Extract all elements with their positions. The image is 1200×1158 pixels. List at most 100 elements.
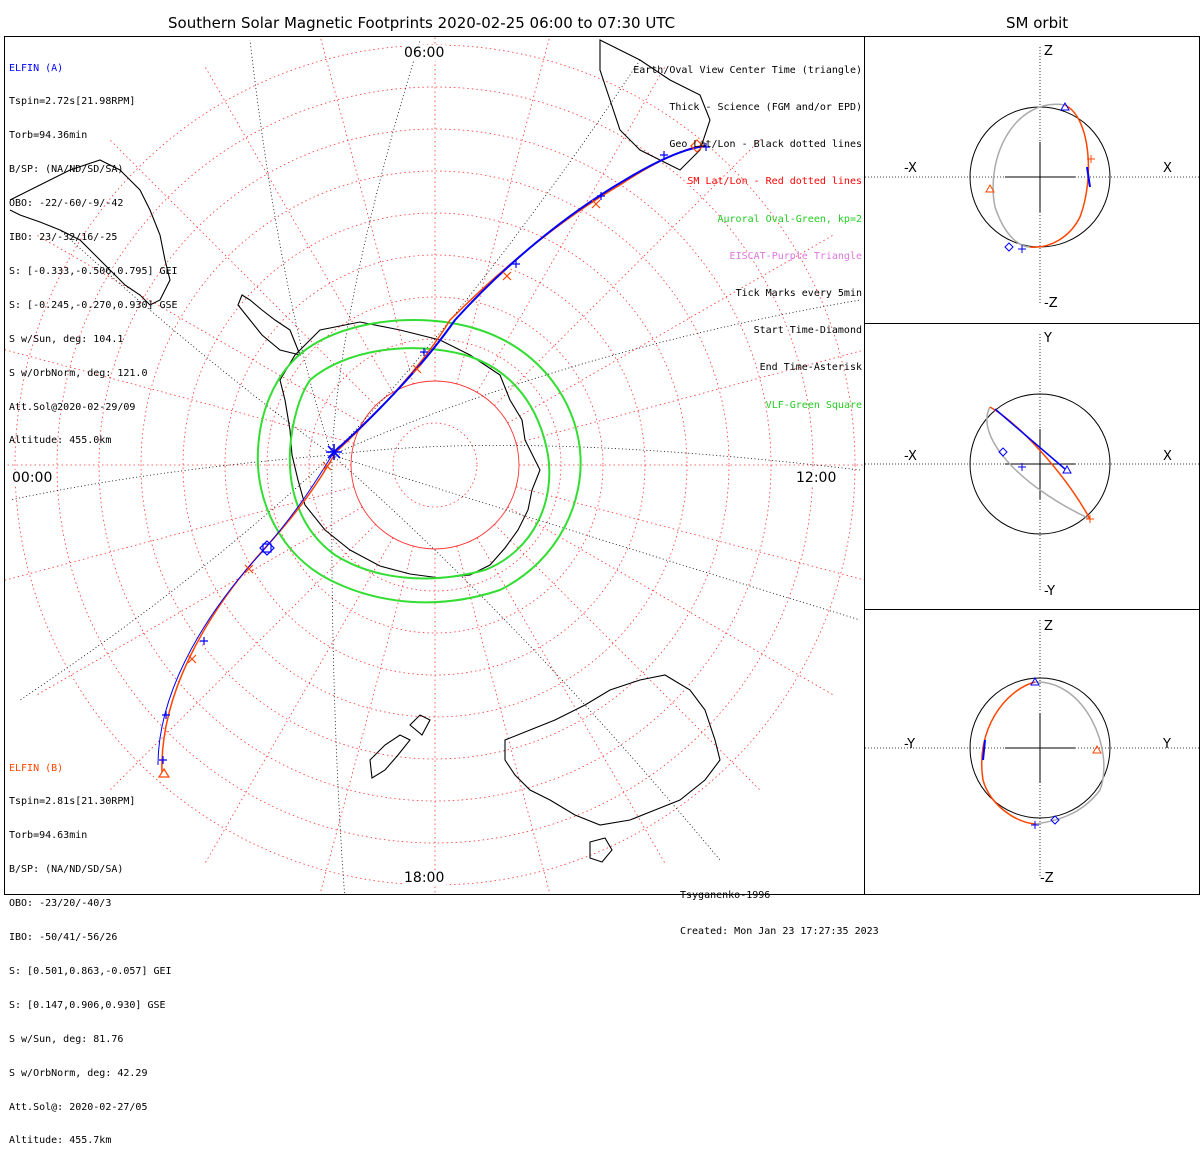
track-markers — [157, 139, 710, 778]
time-label-bottom: 18:00 — [402, 870, 447, 886]
created-timestamp: Created: Mon Jan 23 17:27:35 2023 — [680, 926, 879, 937]
orbit-gray — [992, 103, 1066, 248]
geo-meridian-line — [249, 39, 333, 456]
legend-item: Thick - Science (FGM and/or EPD) — [669, 102, 862, 114]
elfin-a-info-line: Torb=94.36min — [9, 130, 88, 142]
elfin-b-track — [161, 145, 701, 773]
sm-lon-line — [456, 37, 551, 384]
elfin-a-info: ELFIN (A) Tspin=2.72s[21.98RPM] Torb=94.… — [9, 40, 178, 458]
earth-circle — [969, 677, 1111, 819]
orbit-blue — [982, 739, 986, 761]
sm-orbit-panel-xy — [865, 334, 1199, 590]
sm2-bottom-label: -Y — [1044, 584, 1056, 599]
vlf-green-square — [262, 543, 272, 553]
elfin-a-tick-mark — [597, 192, 605, 200]
orbit-gray — [1034, 681, 1105, 825]
elfin-b-tick-mark — [322, 461, 332, 471]
elfin-a-info-line: Tspin=2.72s[21.98RPM] — [9, 96, 136, 108]
sm3-left-label: -Y — [904, 737, 916, 752]
elfin-a-tick-mark — [200, 637, 208, 645]
orbit-red — [981, 681, 1036, 825]
elfin-a-tick-mark — [162, 711, 170, 719]
elfin-a-tick-mark — [159, 756, 167, 764]
new-zealand-coast — [369, 734, 411, 779]
australia-coast — [504, 674, 721, 826]
elfin-b-start-diamond — [690, 139, 704, 153]
elfin-a-tick-mark — [702, 143, 710, 151]
marker-triangle — [1030, 676, 1040, 686]
africa-coast — [599, 39, 711, 171]
elfin-b-info-line: S: [0.147,0.906,0.930] GSE — [9, 999, 166, 1011]
legend-item: EISCAT-Purple Triangle — [729, 250, 862, 262]
legend-item: Auroral Oval-Green, kp=2 — [717, 213, 863, 225]
marker-asterisk — [1087, 155, 1095, 163]
footprint-map — [5, 37, 864, 894]
elfin-b-info-line: Att.Sol@: 2020-02-27/05 — [9, 1101, 148, 1113]
geo-meridian-line — [19, 454, 333, 701]
sm-lat-circle — [14, 44, 856, 886]
time-label-top: 06:00 — [402, 45, 447, 61]
sm-orbit-title: SM orbit — [1006, 14, 1069, 32]
elfin-a-tick-mark — [512, 260, 520, 268]
elfin-a-tick-mark — [420, 348, 428, 356]
antarctic-peninsula — [237, 294, 301, 356]
elfin-a-info-line: S w/Sun, deg: 104.1 — [9, 333, 124, 345]
marker-triangle — [1092, 744, 1102, 754]
elfin-b-info-line: Altitude: 455.7km — [9, 1135, 112, 1147]
elfin-a-info-line: S: [-0.333,-0.506,0.795] GEI — [9, 265, 178, 277]
sm-lon-line — [494, 524, 761, 791]
elfin-a-name: ELFIN (A) — [9, 62, 64, 74]
geo-meridian-line — [9, 454, 333, 501]
coastlines — [9, 39, 721, 863]
sm-lon-line — [204, 66, 394, 393]
elfin-b-info-line: S: [0.501,0.863,-0.057] GEI — [9, 965, 172, 977]
sm3-right-label: Y — [1163, 737, 1171, 752]
geo-meridian-line — [331, 444, 861, 471]
orbit-gray — [986, 406, 1091, 520]
legend-item: Start Time-Diamond — [753, 325, 862, 337]
sm-lat-circle — [266, 296, 604, 634]
geo-meridian-line — [331, 39, 421, 894]
elfin-b-info-line: Torb=94.63min — [9, 830, 88, 842]
sm-orbit-panel-yz — [865, 620, 1199, 876]
legend: Earth/Oval View Center Time (triangle) T… — [633, 40, 862, 424]
geo-meridian-line — [331, 59, 641, 456]
sm2-top-label: Y — [1044, 331, 1052, 346]
antarctica-coast — [279, 321, 541, 579]
elfin-b-tick-mark — [412, 364, 422, 374]
legend-item: Geo Lat/Lon - Black dotted lines — [669, 139, 862, 151]
marker-diamond — [998, 447, 1008, 457]
sm-lat-circle — [140, 170, 730, 760]
elfin-b-info-line: B/SP: (NA/ND/SD/SA) — [9, 864, 124, 876]
auroral-oval-inner — [288, 347, 551, 580]
elfin-a-end-asterisk — [326, 444, 342, 460]
marker-asterisk — [1031, 821, 1039, 829]
earth-circle — [969, 393, 1111, 535]
marker-asterisk — [1018, 245, 1026, 253]
elfin-a-info-line: B/SP: (NA/ND/SD/SA) — [9, 164, 124, 176]
footer: Tsyganenko-1996 Created: Mon Jan 23 17:2… — [680, 866, 879, 950]
elfin-b-tick-mark — [244, 564, 254, 574]
page-title: Southern Solar Magnetic Footprints 2020-… — [168, 14, 676, 32]
sm1-top-label: Z — [1044, 44, 1053, 59]
orbit-blue — [1086, 166, 1091, 188]
elfin-b-tick-mark — [502, 271, 512, 281]
model-label: Tsyganenko-1996 — [680, 890, 771, 901]
marker-triangle — [985, 183, 995, 193]
sm-orbit-panel-xz — [865, 47, 1199, 303]
sm-lon-line — [516, 486, 864, 581]
geo-meridian-line — [331, 454, 721, 861]
elfin-b-view-triangle — [157, 767, 171, 778]
elfin-a-info-line: IBO: 23/-32/16/-25 — [9, 232, 118, 244]
sm1-bottom-label: -Z — [1044, 296, 1058, 311]
elfin-a-start-diamond — [259, 540, 275, 556]
new-zealand-north-coast — [409, 714, 431, 736]
sm-lat-circle — [350, 380, 520, 550]
elfin-a-info-line: S w/OrbNorm, deg: 121.0 — [9, 367, 148, 379]
marker-diamond — [1004, 242, 1014, 252]
sm-lat-circle — [392, 422, 478, 508]
legend-item: VLF-Green Square — [765, 399, 862, 411]
geo-meridian-line — [331, 454, 861, 621]
sm-lon-line — [5, 486, 354, 581]
legend-item: End Time-Asterisk — [759, 362, 862, 374]
